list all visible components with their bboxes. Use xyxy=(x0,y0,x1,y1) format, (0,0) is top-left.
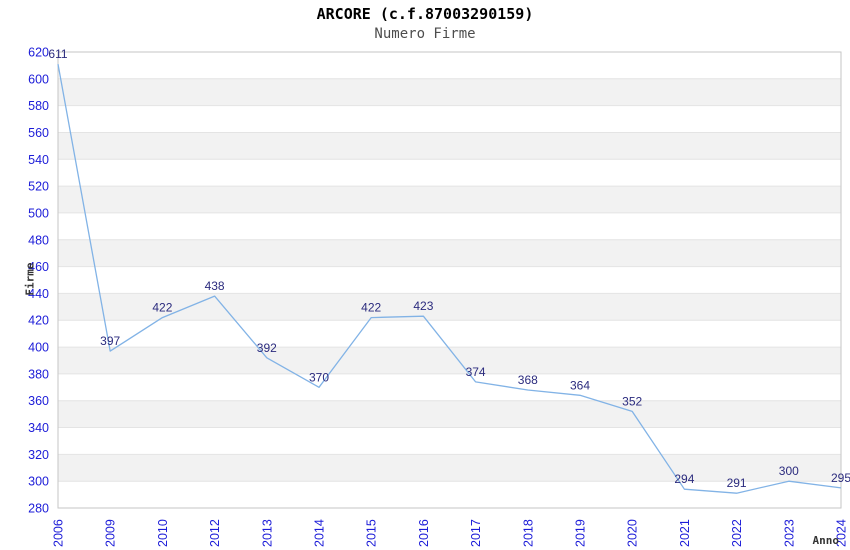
x-axis-title: Anno xyxy=(813,534,840,547)
y-tick-label: 460 xyxy=(28,260,49,274)
data-label: 291 xyxy=(727,476,747,490)
data-line xyxy=(57,63,842,494)
y-tick-label: 520 xyxy=(28,180,49,194)
y-tick-label: 380 xyxy=(28,367,49,381)
x-tick-label: 2010 xyxy=(156,519,170,547)
y-tick-label: 600 xyxy=(28,72,49,86)
y-tick-label: 480 xyxy=(28,233,49,247)
x-tick-label: 2024 xyxy=(835,519,849,547)
y-tick-label: 580 xyxy=(28,99,49,113)
data-label: 300 xyxy=(779,464,799,478)
data-label: 423 xyxy=(413,299,433,313)
y-tick-label: 360 xyxy=(28,394,49,408)
data-label: 294 xyxy=(674,472,694,486)
x-tick-label: 2014 xyxy=(313,519,327,547)
data-label: 422 xyxy=(152,301,172,315)
chart-title: ARCORE (c.f.87003290159) xyxy=(316,5,534,23)
plot-layer: 280 300 320 340 360 380 400 420 440 460 480 500 520 5… xyxy=(28,46,850,548)
y-tick-label: 320 xyxy=(28,448,49,462)
plot-band xyxy=(58,347,841,374)
plot-band xyxy=(58,293,841,321)
y-tick-label: 400 xyxy=(28,341,49,355)
plot-band xyxy=(58,78,841,106)
data-label: 374 xyxy=(466,365,486,379)
plot-band xyxy=(58,266,841,294)
plot-band xyxy=(58,186,841,213)
y-tick-label: 420 xyxy=(28,314,49,328)
plot-band xyxy=(58,481,841,508)
y-tick-label: 500 xyxy=(28,206,49,220)
plot-border xyxy=(57,51,842,509)
plot-band xyxy=(58,159,841,187)
x-tick-label: 2022 xyxy=(730,519,744,547)
y-tick-label: 300 xyxy=(28,475,49,489)
x-tick-label: 2009 xyxy=(104,519,118,547)
plot-band xyxy=(58,427,841,455)
x-tick-label: 2020 xyxy=(626,519,640,547)
x-tick-label: 2021 xyxy=(678,519,692,547)
x-tick-label: 2019 xyxy=(574,519,588,547)
x-tick-label: 2013 xyxy=(260,519,274,547)
data-label: 438 xyxy=(205,279,225,293)
data-label: 422 xyxy=(361,301,381,315)
y-tick-label: 560 xyxy=(28,126,49,140)
y-tick-label: 280 xyxy=(28,502,49,516)
y-tick-label: 340 xyxy=(28,421,49,435)
x-tick-label: 2012 xyxy=(208,519,222,547)
y-tick-label: 620 xyxy=(28,46,49,60)
plot-band xyxy=(58,454,841,482)
plot-band xyxy=(58,320,841,347)
x-tick-label: 2018 xyxy=(521,519,535,547)
plot-band xyxy=(58,132,841,160)
chart-subtitle: Numero Firme xyxy=(374,26,476,42)
plot-band xyxy=(58,52,841,79)
data-label: 295 xyxy=(831,471,850,485)
data-label: 370 xyxy=(309,370,329,384)
plot-band xyxy=(58,373,841,401)
y-axis-title: Firme xyxy=(24,262,37,295)
data-label: 368 xyxy=(518,373,538,387)
x-tick-label: 2023 xyxy=(782,519,796,547)
plot-band xyxy=(58,239,841,267)
x-tick-label: 2015 xyxy=(365,519,379,547)
data-label: 397 xyxy=(100,334,120,348)
data-label: 364 xyxy=(570,378,590,392)
data-label: 611 xyxy=(48,47,67,61)
y-tick-label: 540 xyxy=(28,153,49,167)
x-tick-label: 2017 xyxy=(469,519,483,547)
plot-band xyxy=(58,212,841,240)
x-tick-label: 2006 xyxy=(52,519,66,547)
x-tick-label: 2016 xyxy=(417,519,431,547)
data-label: 392 xyxy=(257,341,277,355)
plot-band xyxy=(58,105,841,133)
plot-band xyxy=(58,400,841,428)
y-tick-label: 440 xyxy=(28,287,49,301)
data-label: 352 xyxy=(622,394,642,408)
